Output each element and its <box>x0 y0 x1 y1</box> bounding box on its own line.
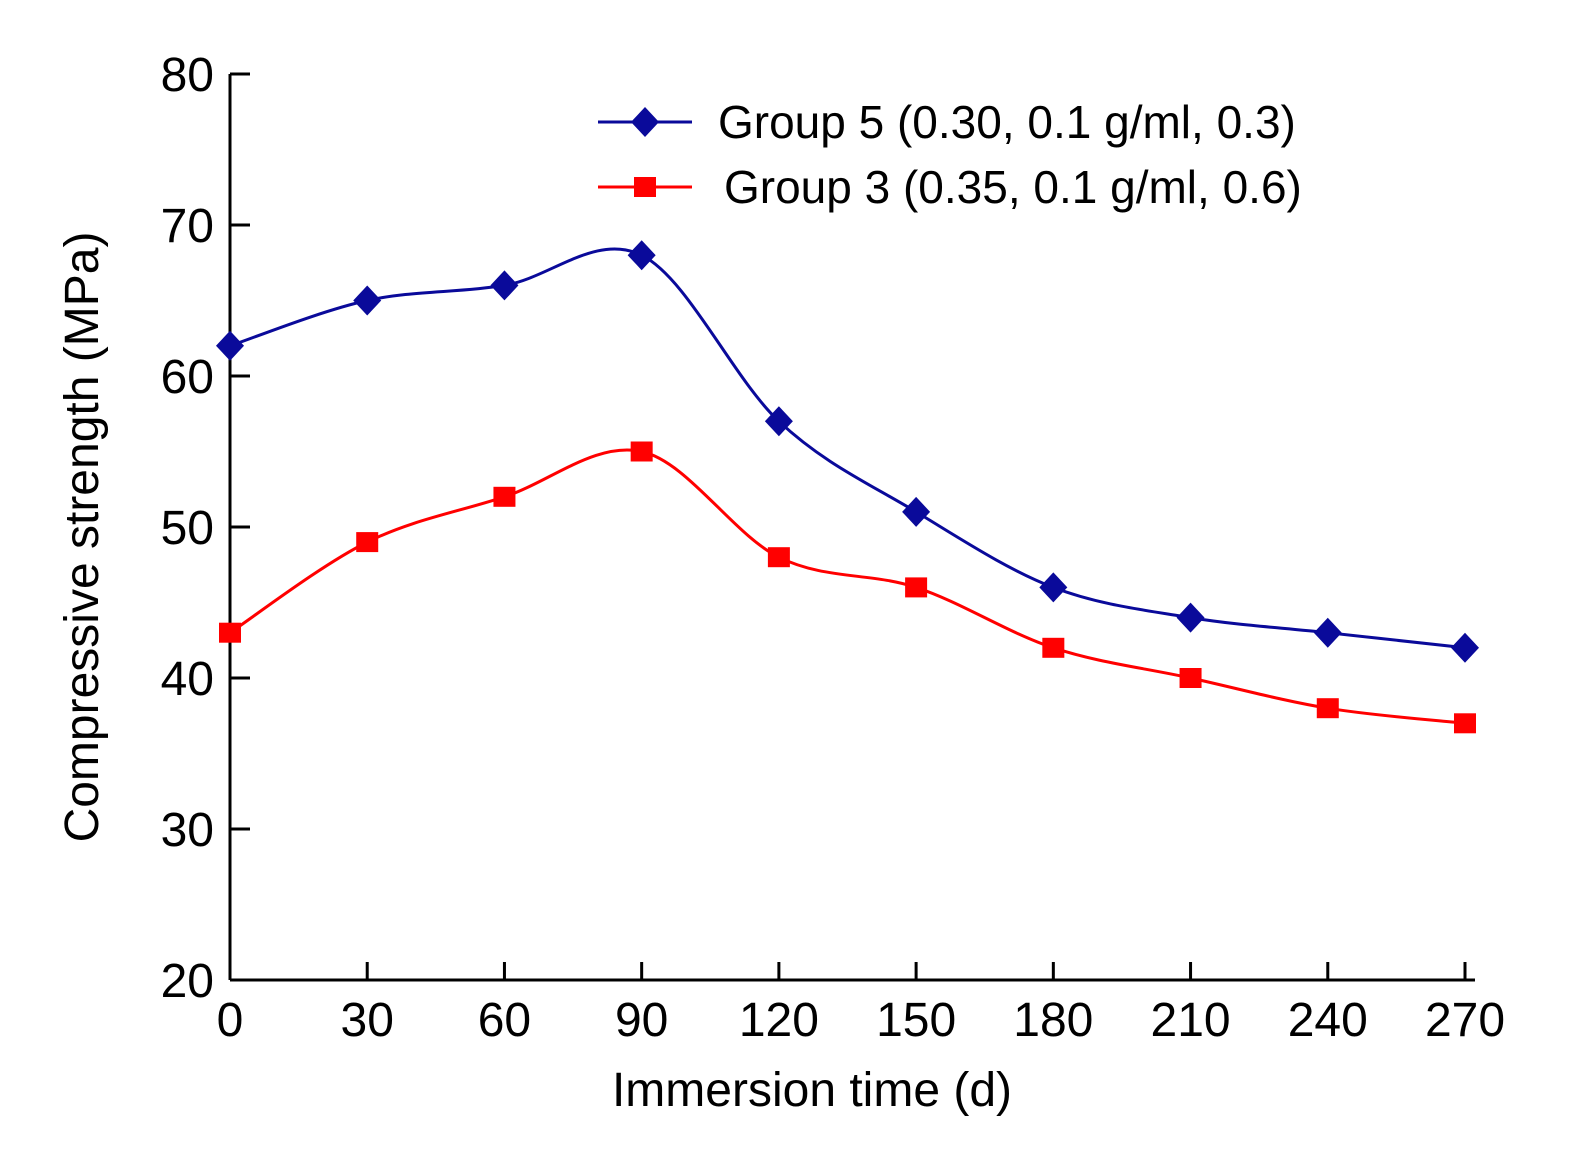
data-point <box>1039 572 1068 603</box>
series-line <box>229 448 1466 725</box>
data-point <box>630 441 653 462</box>
data-point <box>1316 698 1339 719</box>
series-line <box>229 247 1466 650</box>
legend: Group 5 (0.30, 0.1 g/ml, 0.3) Group 3 (0.… <box>598 96 1302 213</box>
series-layer <box>216 240 1479 734</box>
y-tick-label: 50 <box>161 502 214 555</box>
data-point <box>1042 637 1065 658</box>
series-2 <box>219 441 1476 734</box>
legend-item-1: Group 5 (0.30, 0.1 g/ml, 0.3) <box>598 96 1296 148</box>
data-point <box>902 496 931 527</box>
data-point <box>627 240 656 271</box>
legend-label: Group 3 (0.35, 0.1 g/ml, 0.6) <box>724 161 1302 213</box>
y-tick-label: 70 <box>161 200 214 253</box>
x-tick-label: 180 <box>1013 994 1093 1047</box>
data-point <box>1179 668 1202 688</box>
data-point <box>490 270 519 301</box>
data-point <box>1454 713 1476 734</box>
legend-label: Group 5 (0.30, 0.1 g/ml, 0.3) <box>718 96 1296 148</box>
data-point <box>764 406 793 437</box>
data-point <box>353 285 382 316</box>
x-tick-label: 30 <box>341 994 394 1047</box>
legend-item-2: Group 3 (0.35, 0.1 g/ml, 0.6) <box>598 161 1302 213</box>
x-tick-label: 90 <box>615 994 668 1047</box>
y-tick-label: 80 <box>161 49 214 102</box>
y-tick-label: 60 <box>161 351 214 404</box>
x-tick-label: 270 <box>1425 994 1505 1047</box>
axes: 20 30 40 50 60 70 80 0 30 60 90 120 150 180 210 240 270 <box>161 49 1505 1047</box>
y-tick-label: 40 <box>161 653 214 706</box>
x-tick-label: 60 <box>478 994 531 1047</box>
y-tick-label: 30 <box>161 804 214 857</box>
x-tick-label: 120 <box>739 994 819 1047</box>
data-point <box>219 622 241 643</box>
data-point <box>1313 617 1342 648</box>
data-point <box>1451 632 1479 663</box>
legend-marker <box>631 107 659 137</box>
series-1 <box>216 240 1479 663</box>
data-point <box>767 547 790 568</box>
data-point <box>356 532 379 553</box>
data-point <box>1176 602 1205 633</box>
data-point <box>493 486 516 507</box>
legend-marker <box>634 177 656 197</box>
y-tick-label: 20 <box>161 955 214 1008</box>
x-axis-title: Immersion time (d) <box>612 1064 1012 1117</box>
x-tick-label: 240 <box>1288 994 1368 1047</box>
x-tick-label: 150 <box>876 994 956 1047</box>
x-tick-label: 210 <box>1151 994 1231 1047</box>
y-axis-title: Compressive strength (MPa) <box>56 232 109 843</box>
data-point <box>216 330 244 361</box>
x-tick-label: 0 <box>217 994 244 1047</box>
data-point <box>905 577 928 598</box>
